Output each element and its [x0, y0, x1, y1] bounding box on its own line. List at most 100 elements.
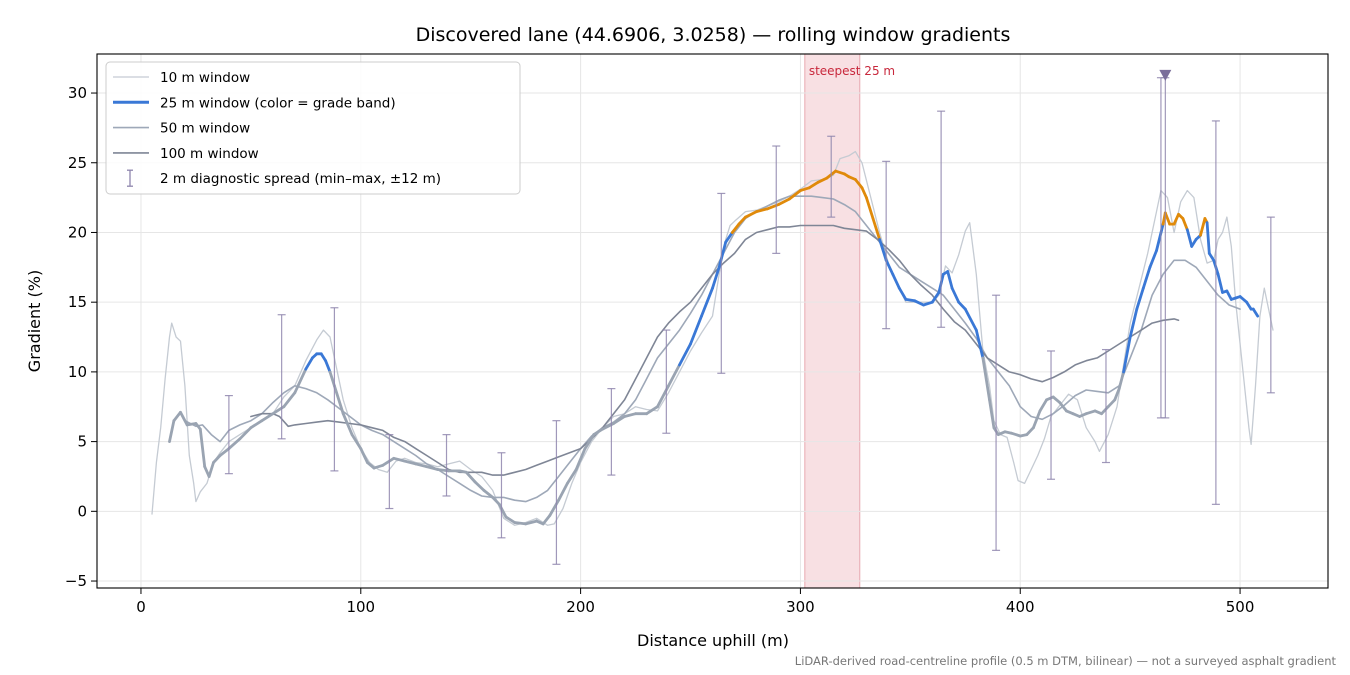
- series-segment: [574, 447, 587, 471]
- series-segment: [878, 237, 888, 262]
- diagnostic-error-bar: [1101, 348, 1110, 464]
- series-segment: [1155, 222, 1165, 253]
- legend-entry: 10 m window: [113, 70, 250, 86]
- series-segment: [304, 356, 314, 371]
- series-line-100-m-window: [250, 224, 1180, 476]
- diagnostic-error-bar: [385, 434, 394, 510]
- y-tick-label: 5: [77, 433, 87, 451]
- series-segment: [513, 521, 528, 526]
- series-segment: [904, 297, 917, 303]
- series-segment: [541, 514, 552, 526]
- series-segment: [755, 207, 769, 214]
- y-tick-label: 15: [68, 293, 87, 311]
- series-segment: [592, 427, 604, 437]
- series-segment: [1025, 426, 1035, 437]
- legend-label: 50 m window: [160, 121, 250, 137]
- highlight-layer: steepest 25 m: [804, 53, 895, 589]
- x-tick-label: 0: [136, 598, 146, 616]
- series-segment: [897, 286, 908, 301]
- series-segment: [913, 299, 925, 307]
- x-tick-label: 100: [346, 598, 375, 616]
- series-segment: [566, 468, 578, 485]
- series-segment: [212, 454, 222, 464]
- series-segment: [623, 412, 637, 418]
- series-segment: [689, 314, 703, 346]
- series-line-50-m-window: [184, 195, 1241, 503]
- diagnostic-error-bar: [442, 434, 451, 497]
- diagnostic-error-bar: [497, 452, 506, 539]
- plot-area: steepest 25 m: [96, 53, 1329, 589]
- series-segment: [816, 176, 829, 184]
- series-segment: [950, 286, 961, 304]
- max-marker-triangle: [1159, 69, 1172, 81]
- series-segment: [678, 342, 692, 367]
- diagnostic-error-bar: [662, 329, 671, 434]
- legend-label: 100 m window: [160, 146, 259, 162]
- legend-label: 10 m window: [160, 70, 250, 86]
- series-segment: [807, 180, 820, 190]
- y-tick-label: 25: [68, 154, 87, 172]
- series-segment: [1084, 409, 1097, 416]
- series-segment: [198, 427, 207, 469]
- x-tick-label: 300: [786, 598, 815, 616]
- series-segment: [282, 391, 297, 409]
- series-segment: [172, 410, 182, 423]
- series-segment: [1032, 409, 1042, 430]
- series-line-25-m-window: [168, 169, 1260, 526]
- series-segment: [834, 169, 846, 176]
- series-segment: [1135, 286, 1145, 311]
- errorbar-layer: [224, 77, 1275, 565]
- tick-layer: 0 100 200 300 400 500 −5 0 5 10 15 20 25 30: [65, 84, 1255, 616]
- footnote: LiDAR-derived road-centreline profile (0…: [795, 654, 1337, 668]
- series-segment: [227, 437, 242, 451]
- series-segment: [884, 258, 895, 276]
- series-segment: [860, 186, 868, 200]
- series-segment: [1038, 398, 1048, 413]
- series-segment: [854, 178, 864, 190]
- diagnostic-error-bar: [992, 294, 1001, 551]
- series-segment: [293, 367, 308, 395]
- series-segment: [238, 426, 253, 441]
- series-segment: [1216, 272, 1224, 294]
- series-segment: [1163, 211, 1172, 226]
- series-segment: [328, 370, 336, 388]
- series-segment: [988, 398, 996, 430]
- legend-entry: 25 m window (color = grade band): [113, 95, 396, 111]
- series-segment: [957, 300, 967, 311]
- series-segment: [711, 265, 721, 290]
- series-segment: [403, 459, 418, 466]
- series-segment: [524, 519, 538, 526]
- series-segment: [981, 356, 991, 402]
- series-segment: [930, 290, 941, 304]
- diagnostic-error-bar: [277, 314, 286, 440]
- series-segment: [700, 286, 714, 318]
- series-segment: [583, 433, 596, 451]
- steepest-band: [804, 53, 861, 589]
- series-segment: [425, 465, 440, 471]
- series-segment: [1141, 265, 1152, 290]
- series-segment: [1181, 217, 1189, 232]
- diagnostic-error-bar: [827, 135, 836, 218]
- series-segment: [667, 363, 681, 388]
- diagnostic-error-bar: [1211, 120, 1220, 505]
- legend-label: 25 m window (color = grade band): [160, 95, 396, 111]
- marker-layer: [1159, 69, 1172, 81]
- series-segment: [1100, 405, 1110, 416]
- series-segment: [1117, 370, 1125, 391]
- series-segment: [359, 447, 369, 464]
- series-segment: [473, 480, 486, 492]
- diagnostic-error-bar: [552, 420, 561, 565]
- series-segment: [717, 240, 728, 269]
- series-segment: [185, 422, 198, 427]
- series-segment: [788, 189, 802, 201]
- legend-entry: 50 m window: [113, 121, 250, 137]
- series-segment: [777, 197, 791, 207]
- series-segment: [724, 231, 734, 244]
- series-segment: [341, 412, 354, 437]
- series-segment: [1051, 395, 1062, 405]
- series-segment: [168, 419, 176, 444]
- series-segment: [963, 307, 978, 332]
- series-segment: [1128, 307, 1139, 339]
- plot-frame: [96, 53, 1329, 589]
